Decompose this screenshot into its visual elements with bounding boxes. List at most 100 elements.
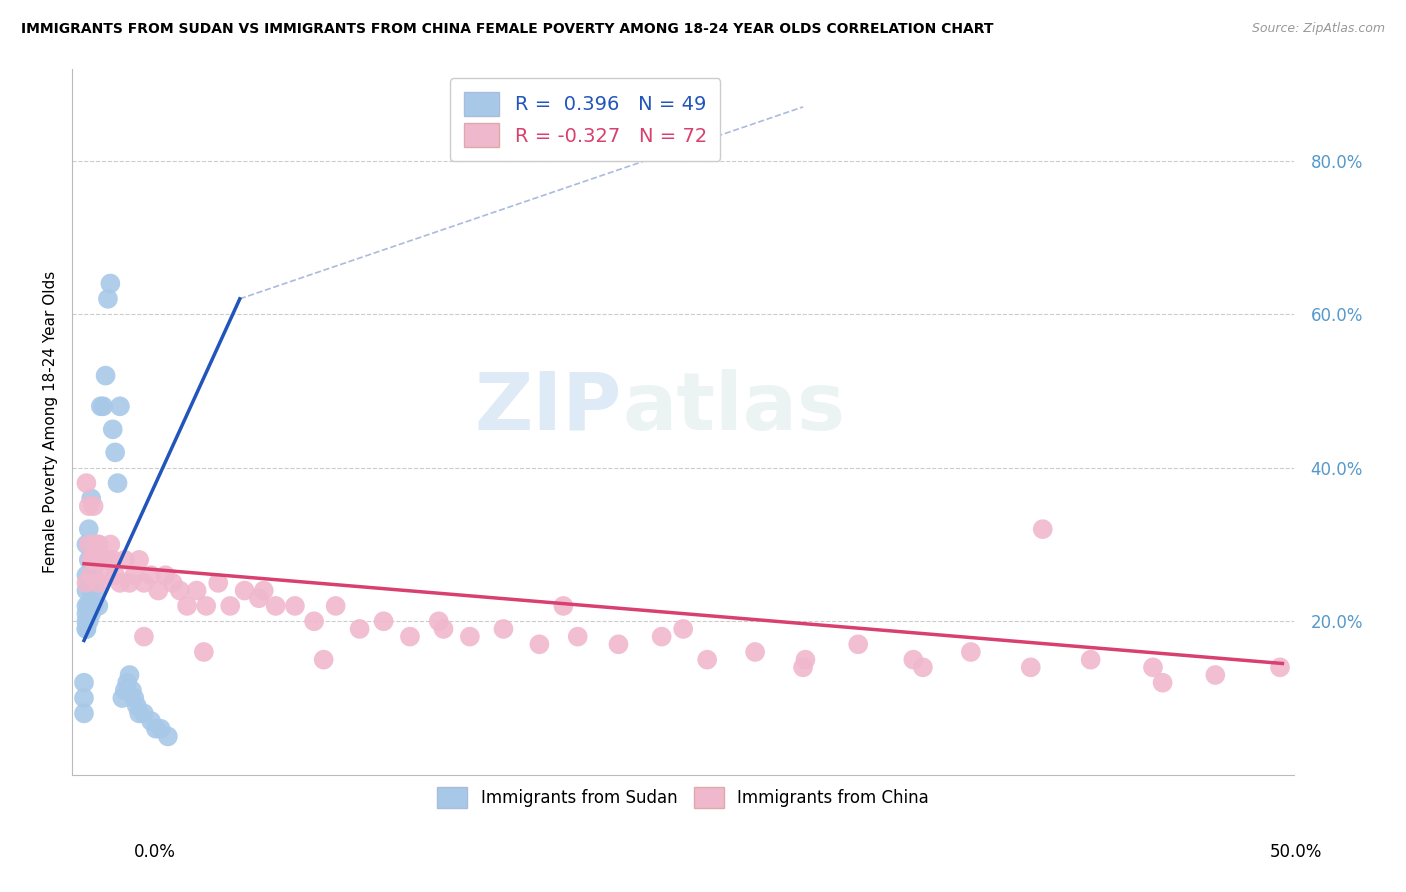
Point (90, 553, 112, 567)
Legend: Immigrants from Sudan, Immigrants from China: Immigrants from Sudan, Immigrants from C… (429, 779, 938, 816)
Point (77, 614, 100, 628)
Point (84, 553, 107, 567)
Point (193, 645, 215, 659)
Point (302, 614, 325, 628)
Point (959, 645, 981, 659)
Point (114, 553, 136, 567)
Point (98, 277, 121, 291)
Point (75, 575, 97, 590)
Point (111, 691, 134, 706)
Point (75, 614, 97, 628)
Point (553, 599, 575, 613)
Point (607, 637, 630, 651)
Point (91, 553, 114, 567)
Point (94, 568, 117, 582)
Point (744, 645, 766, 659)
Point (399, 630, 422, 644)
Point (83, 553, 105, 567)
Point (107, 476, 129, 491)
Point (846, 637, 869, 651)
Text: IMMIGRANTS FROM SUDAN VS IMMIGRANTS FROM CHINA FEMALE POVERTY AMONG 18-24 YEAR O: IMMIGRANTS FROM SUDAN VS IMMIGRANTS FROM… (21, 22, 994, 37)
Point (118, 668, 141, 682)
Point (186, 583, 208, 598)
Point (145, 722, 167, 736)
Point (349, 622, 371, 636)
Point (132, 630, 155, 644)
Point (284, 599, 307, 613)
Point (80, 607, 103, 621)
Point (651, 630, 673, 644)
Point (83, 599, 105, 613)
Point (149, 722, 172, 736)
Point (108, 575, 131, 590)
Point (432, 622, 454, 636)
Point (83, 568, 105, 582)
Point (124, 691, 146, 706)
Point (73, 675, 96, 690)
Point (264, 599, 287, 613)
Point (233, 583, 256, 598)
Point (1268, 660, 1291, 674)
Point (73, 691, 96, 706)
Point (373, 614, 395, 628)
Point (911, 660, 934, 674)
Point (118, 575, 141, 590)
Text: atlas: atlas (621, 368, 845, 447)
Point (80, 568, 103, 582)
Point (84, 537, 107, 551)
Point (1152, 675, 1174, 690)
Point (128, 553, 150, 567)
Point (247, 591, 270, 606)
Point (98, 537, 121, 551)
Point (75, 599, 97, 613)
Point (87, 575, 110, 590)
Point (458, 630, 481, 644)
Point (253, 583, 276, 598)
Point (312, 653, 335, 667)
Point (148, 583, 170, 598)
Point (77, 553, 100, 567)
Point (1080, 653, 1102, 667)
Point (80, 599, 103, 613)
Point (80, 583, 103, 598)
Point (325, 599, 347, 613)
Point (132, 706, 155, 721)
Point (125, 698, 148, 713)
Point (91, 400, 114, 414)
Point (90, 400, 112, 414)
Point (75, 607, 97, 621)
Point (87, 599, 110, 613)
Point (176, 599, 198, 613)
Point (121, 683, 143, 698)
Text: 0.0%: 0.0% (134, 843, 176, 861)
Text: 50.0%: 50.0% (1270, 843, 1322, 861)
Point (97, 553, 120, 567)
Text: Source: ZipAtlas.com: Source: ZipAtlas.com (1251, 22, 1385, 36)
Point (104, 445, 127, 459)
Point (115, 675, 138, 690)
Point (87, 537, 110, 551)
Point (77, 522, 100, 536)
Text: ZIP: ZIP (475, 368, 621, 447)
Point (77, 575, 100, 590)
Point (1142, 660, 1164, 674)
Point (792, 660, 814, 674)
Point (84, 583, 107, 598)
Point (80, 553, 103, 567)
Point (195, 599, 218, 613)
Point (101, 553, 124, 567)
Point (132, 575, 155, 590)
Point (139, 568, 162, 582)
Point (101, 422, 124, 436)
Point (75, 622, 97, 636)
Point (75, 583, 97, 598)
Point (75, 622, 97, 636)
Point (73, 706, 96, 721)
Point (77, 499, 100, 513)
Point (672, 622, 695, 636)
Point (529, 637, 551, 651)
Point (114, 683, 136, 698)
Point (75, 537, 97, 551)
Point (75, 568, 97, 582)
Point (207, 575, 229, 590)
